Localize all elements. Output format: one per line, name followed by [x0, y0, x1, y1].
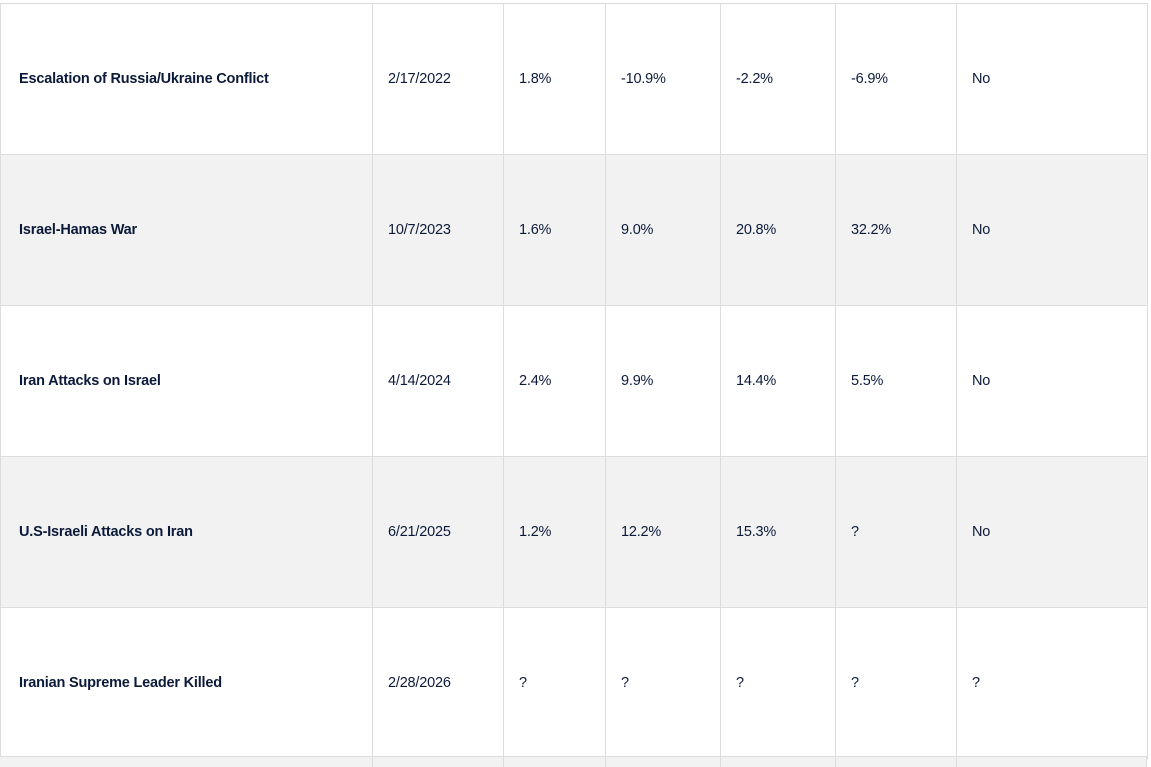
event-name: Iranian Supreme Leader Killed [0, 607, 373, 759]
value-col-5: No [956, 305, 1148, 457]
event-name: Iran Attacks on Israel [0, 305, 373, 457]
value-col-4: ? [835, 607, 957, 759]
event-date: 6/21/2025 [372, 456, 504, 608]
value-col-4: -6.9% [835, 3, 957, 155]
event-date: 2/17/2022 [372, 3, 504, 155]
table-row: U.S-Israeli Attacks on Iran 6/21/2025 1.2%… [0, 456, 1148, 608]
event-name: U.S-Israeli Attacks on Iran [0, 456, 373, 608]
value-col-3: 14.4% [720, 305, 836, 457]
event-date: 2/28/2026 [372, 607, 504, 759]
value-col-2: -10.9% [605, 3, 721, 155]
events-table: Escalation of Russia/Ukraine Conflict 2/1… [0, 3, 1148, 759]
event-name: Israel-Hamas War [0, 154, 373, 306]
table-row: Iran Attacks on Israel 4/14/2024 2.4% 9.9% 1… [0, 305, 1148, 457]
value-col-4: ? [835, 456, 957, 608]
next-row-partial [0, 756, 1147, 767]
value-col-2: 12.2% [605, 456, 721, 608]
table-row: Israel-Hamas War 10/7/2023 1.6% 9.0% 20.8% 32… [0, 154, 1148, 306]
value-col-3: ? [720, 607, 836, 759]
value-col-4: 5.5% [835, 305, 957, 457]
event-date: 10/7/2023 [372, 154, 504, 306]
value-col-3: -2.2% [720, 3, 836, 155]
table-row: Escalation of Russia/Ukraine Conflict 2/1… [0, 3, 1148, 155]
value-col-1: 1.6% [503, 154, 606, 306]
value-col-2: 9.0% [605, 154, 721, 306]
value-col-3: 15.3% [720, 456, 836, 608]
value-col-1: 1.8% [503, 3, 606, 155]
value-col-5: ? [956, 607, 1148, 759]
value-col-1: 1.2% [503, 456, 606, 608]
value-col-2: ? [605, 607, 721, 759]
value-col-5: No [956, 3, 1148, 155]
value-col-1: ? [503, 607, 606, 759]
event-name: Escalation of Russia/Ukraine Conflict [0, 3, 373, 155]
value-col-3: 20.8% [720, 154, 836, 306]
value-col-1: 2.4% [503, 305, 606, 457]
event-date: 4/14/2024 [372, 305, 504, 457]
value-col-5: No [956, 456, 1148, 608]
value-col-2: 9.9% [605, 305, 721, 457]
value-col-5: No [956, 154, 1148, 306]
table-row: Iranian Supreme Leader Killed 2/28/2026??… [0, 607, 1148, 759]
value-col-4: 32.2% [835, 154, 957, 306]
